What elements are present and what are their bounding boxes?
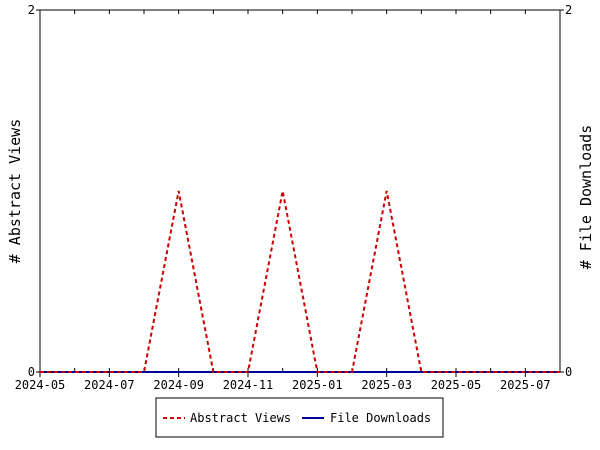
legend-box (155, 397, 444, 438)
x-tick-label-2024-11: 2024-11 (223, 378, 274, 392)
y-left-axis-label: # Abstract Views (6, 119, 24, 264)
x-tick-label-2024-09: 2024-09 (153, 378, 204, 392)
y-right-axis-label: # File Downloads (577, 125, 595, 270)
legend-label-abstract-views: Abstract Views (190, 411, 291, 425)
y-right-tick-label-2: 2 (565, 3, 572, 17)
x-tick-label-2025-01: 2025-01 (292, 378, 343, 392)
y-axes: 0 2 0 2 (28, 3, 572, 379)
plot-area (39, 9, 561, 373)
x-tick-label-2024-07: 2024-07 (84, 378, 135, 392)
y-left-tick-label-0: 0 (28, 365, 35, 379)
x-tick-label-2025-07: 2025-07 (500, 378, 551, 392)
y-right-tick-label-0: 0 (565, 365, 572, 379)
series-line-abstract-views (40, 190, 560, 373)
x-tick-label-2025-05: 2025-05 (431, 378, 482, 392)
x-tick-label-2024-05: 2024-05 (15, 378, 66, 392)
legend-label-file-downloads: File Downloads (330, 411, 431, 425)
series-layer (40, 190, 560, 373)
x-tick-label-2025-03: 2025-03 (361, 378, 412, 392)
legend: Abstract Views File Downloads (155, 397, 444, 438)
y-left-tick-label-2: 2 (28, 3, 35, 17)
